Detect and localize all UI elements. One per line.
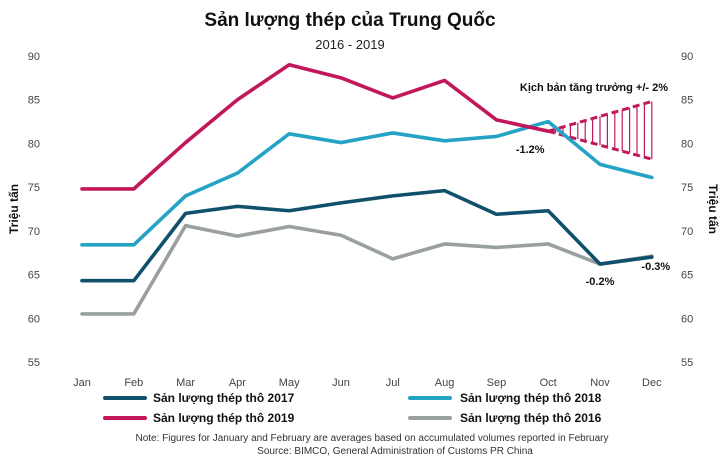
y-tick-label-left: 70 <box>28 226 40 238</box>
y-tick-label-left: 60 <box>28 313 40 325</box>
annotation-label: -1.2% <box>516 144 545 156</box>
y-axis-label-left: Triệu tấn <box>7 184 21 234</box>
series-lines <box>80 62 654 316</box>
y-tick-label-right: 60 <box>681 313 693 325</box>
chart-source: Source: BIMCO, General Administration of… <box>257 446 533 457</box>
series-line <box>80 188 654 283</box>
y-tick-label-right: 70 <box>681 226 693 238</box>
y-tick-label-left: 85 <box>28 95 40 107</box>
x-tick-label: Mar <box>176 377 195 389</box>
annotations: -1.2% -0.2% -0.3% <box>516 144 671 288</box>
x-tick-label: Sep <box>487 377 507 389</box>
annotation-label: -0.2% <box>586 276 615 288</box>
legend-label: Sản lượng thép thô 2018 <box>460 391 602 405</box>
y-axis-label-right: Triệu tấn <box>706 184 720 234</box>
scenario-upper-bound <box>547 100 653 133</box>
y-tick-label-right: 55 <box>681 357 693 369</box>
series-line <box>80 119 654 247</box>
x-tick-label: Jun <box>332 377 350 389</box>
series-line <box>80 62 551 191</box>
x-tick-label: Jul <box>386 377 400 389</box>
y-tick-label-right: 75 <box>681 182 693 194</box>
x-tick-label: Dec <box>642 377 662 389</box>
y-tick-label-right: 85 <box>681 95 693 107</box>
chart-title: Sản lượng thép của Trung Quốc <box>204 10 496 31</box>
x-tick-label: Apr <box>229 377 246 389</box>
y-tick-label-right: 65 <box>681 270 693 282</box>
y-tick-label-left: 55 <box>28 357 40 369</box>
scenario-fan <box>547 100 653 161</box>
x-tick-label: May <box>279 377 300 389</box>
x-ticks: Jan Feb Mar Apr May Jun Jul Aug Sep Oct Nov Dec <box>73 377 662 389</box>
y-ticks-left: 55 60 65 70 75 80 85 90 <box>28 51 40 369</box>
series-line <box>80 223 654 316</box>
y-tick-label-right: 90 <box>681 51 693 63</box>
x-tick-label: Aug <box>435 377 455 389</box>
y-tick-label-left: 75 <box>28 182 40 194</box>
chart-subtitle: 2016 - 2019 <box>315 37 384 52</box>
legend-label: Sản lượng thép thô 2019 <box>153 411 295 425</box>
x-tick-label: Feb <box>124 377 143 389</box>
y-tick-label-right: 80 <box>681 138 693 150</box>
y-tick-label-left: 65 <box>28 270 40 282</box>
x-tick-label: Jan <box>73 377 91 389</box>
legend-label: Sản lượng thép thô 2017 <box>153 391 295 405</box>
legend-label: Sản lượng thép thô 2016 <box>460 411 602 425</box>
chart-note: Note: Figures for January and February a… <box>135 433 608 444</box>
annotation-label: -0.3% <box>641 261 670 273</box>
x-tick-label: Nov <box>590 377 610 389</box>
y-ticks-right: 55 60 65 70 75 80 85 90 <box>681 51 693 369</box>
y-tick-label-left: 90 <box>28 51 40 63</box>
scenario-label: Kịch bản tăng trưởng +/- 2% <box>520 82 668 94</box>
x-tick-label: Oct <box>540 377 557 389</box>
y-tick-label-left: 80 <box>28 138 40 150</box>
legend: Sản lượng thép thô 2017 Sản lượng thép th… <box>103 391 602 425</box>
